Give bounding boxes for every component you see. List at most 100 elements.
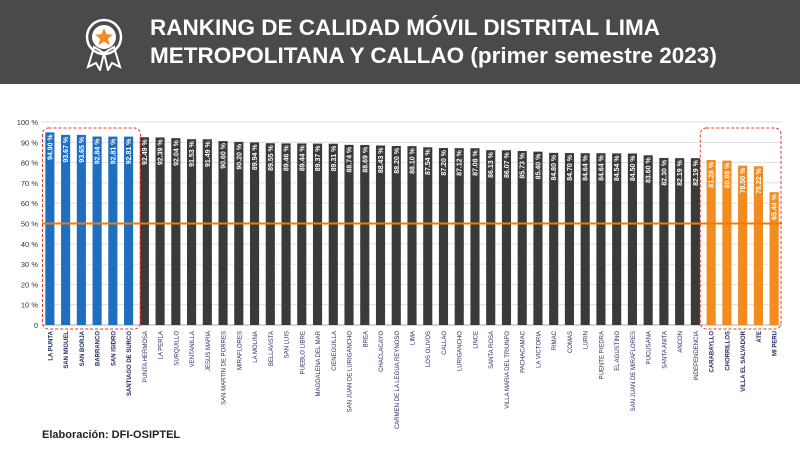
x-category-label: EL AGUSTINO bbox=[615, 331, 621, 371]
bar-value-label: 89.31 % bbox=[331, 145, 338, 171]
bar bbox=[234, 141, 244, 325]
bar-value-label: 85.73 % bbox=[520, 152, 527, 178]
bar bbox=[312, 143, 323, 325]
bar-value-label: 83.60 % bbox=[646, 157, 653, 183]
x-category-label: LIMA bbox=[411, 331, 417, 345]
bar bbox=[297, 143, 307, 325]
bar-value-label: 80.98 % bbox=[724, 162, 731, 188]
bar-value-label: 91.53 % bbox=[189, 140, 196, 166]
x-category-label: COMAS bbox=[568, 331, 574, 353]
bar bbox=[722, 160, 732, 325]
y-tick-label: 60 % bbox=[21, 199, 38, 208]
bar-value-label: 88.20 % bbox=[394, 147, 401, 173]
x-category-label: MAGDALENA DEL MAR bbox=[316, 330, 322, 396]
bar-value-label: 90.20 % bbox=[236, 143, 243, 169]
x-category-label: SAN JUAN DE MIRAFLORES bbox=[631, 331, 637, 411]
bar bbox=[706, 160, 716, 325]
bar-value-label: 86.07 % bbox=[504, 152, 511, 178]
bar-value-label: 84.70 % bbox=[567, 154, 574, 180]
bar-value-label: 84.80 % bbox=[551, 154, 558, 180]
bar bbox=[580, 153, 590, 325]
bar bbox=[171, 138, 181, 325]
x-category-label: CARMEN DE LA LEGUA REYNOSO bbox=[395, 331, 401, 429]
bar-value-label: 92.84 % bbox=[95, 138, 102, 164]
bar-value-label: 84.54 % bbox=[614, 155, 621, 181]
bar bbox=[155, 137, 165, 325]
bar bbox=[218, 141, 228, 325]
x-category-label: LA MOLINA bbox=[253, 331, 259, 363]
bar-value-label: 89.37 % bbox=[315, 145, 322, 171]
bar bbox=[738, 165, 748, 325]
bar-value-label: 88.10 % bbox=[410, 147, 417, 173]
x-category-label: SANTA ROSA bbox=[489, 331, 495, 369]
bar-value-label: 78.50 % bbox=[740, 167, 747, 193]
bar-value-label: 90.60 % bbox=[221, 142, 228, 168]
bar bbox=[627, 153, 637, 325]
bar bbox=[659, 157, 669, 325]
y-tick-label: 0 bbox=[34, 321, 38, 330]
y-tick-label: 90 % bbox=[21, 138, 38, 147]
bar-value-label: 92.39 % bbox=[158, 139, 165, 165]
bar-chart: 0 10 % 20 % 30 % 40 % 50 % 60 % 70 % 80 % 90 % 100… bbox=[17, 118, 782, 429]
y-tick-label: 100 % bbox=[17, 118, 39, 127]
bar bbox=[501, 150, 512, 325]
x-category-label: PACHACAMAC bbox=[521, 330, 527, 373]
y-tick-label: 40 % bbox=[21, 240, 38, 249]
x-category-label: ATE bbox=[757, 331, 763, 343]
bar bbox=[391, 145, 401, 325]
bar bbox=[596, 153, 606, 325]
bar bbox=[643, 155, 653, 325]
x-category-label: MI PERU bbox=[773, 331, 779, 356]
bar-value-label: 91.49 % bbox=[205, 141, 212, 167]
bar bbox=[769, 192, 779, 325]
x-category-label: CARABAYLLO bbox=[710, 331, 716, 373]
bar bbox=[360, 144, 370, 325]
bar-value-label: 65.44 % bbox=[772, 193, 779, 219]
x-category-label: LOS OLIVOS bbox=[426, 331, 432, 367]
bar bbox=[533, 151, 543, 325]
bar-value-label: 87.20 % bbox=[441, 149, 448, 175]
bar bbox=[375, 145, 386, 325]
bar-value-label: 89.94 % bbox=[252, 144, 259, 170]
x-category-label: PUENTE PIEDRA bbox=[599, 331, 605, 379]
bar bbox=[328, 143, 338, 325]
bar bbox=[486, 150, 496, 325]
x-category-label: ANCON bbox=[678, 331, 684, 353]
x-category-label: MIRAFLORES bbox=[237, 331, 243, 370]
x-category-label: BELLAVISTA bbox=[269, 331, 275, 366]
bar bbox=[202, 139, 212, 325]
bar bbox=[690, 158, 700, 325]
bar-value-label: 84.64 % bbox=[583, 154, 590, 180]
bar bbox=[265, 143, 275, 325]
bar-value-label: 82.19 % bbox=[693, 159, 700, 185]
y-tick-label: 30 % bbox=[21, 260, 38, 269]
bar-value-label: 92.81 % bbox=[126, 138, 133, 164]
x-category-label: VILLA EL SALVADOR bbox=[741, 330, 747, 391]
x-category-label: SANTA ANITA bbox=[662, 331, 668, 369]
bar bbox=[612, 153, 622, 325]
x-category-label: LA VICTORIA bbox=[536, 331, 542, 368]
bars-group bbox=[45, 132, 779, 325]
x-axis-labels-group: LA PUNTA SAN MIGUEL SAN BORJA BARRANCO SAN I… bbox=[48, 330, 778, 429]
y-tick-label: 70 % bbox=[21, 179, 38, 188]
x-category-label: PUNTA HERMOSA bbox=[143, 331, 149, 383]
bar-value-label: 82.30 % bbox=[661, 159, 668, 185]
x-category-label: LURIN bbox=[584, 331, 590, 349]
x-category-label: SAN ISIDRO bbox=[111, 331, 117, 366]
bar-value-label: 93.67 % bbox=[63, 136, 70, 162]
bar-value-label: 86.13 % bbox=[488, 151, 495, 177]
bar bbox=[549, 152, 559, 325]
x-category-label: LINCE bbox=[473, 331, 479, 349]
bar bbox=[108, 136, 118, 325]
bar-value-label: 89.55 % bbox=[268, 144, 275, 170]
bar-value-label: 84.50 % bbox=[630, 155, 637, 181]
bar bbox=[61, 134, 71, 325]
x-category-label: CIENEGUILLA bbox=[332, 331, 338, 371]
bar bbox=[92, 136, 102, 325]
bar bbox=[45, 132, 55, 325]
chart-title-line-1: RANKING DE CALIDAD MÓVIL DISTRITAL LIMA bbox=[150, 15, 660, 40]
x-category-label: SAN LUIS bbox=[285, 331, 291, 358]
bar-value-label: 85.40 % bbox=[535, 153, 542, 179]
x-category-label: LA PUNTA bbox=[48, 330, 54, 360]
x-category-label: SANTIAGO DE SURCO bbox=[127, 331, 133, 396]
